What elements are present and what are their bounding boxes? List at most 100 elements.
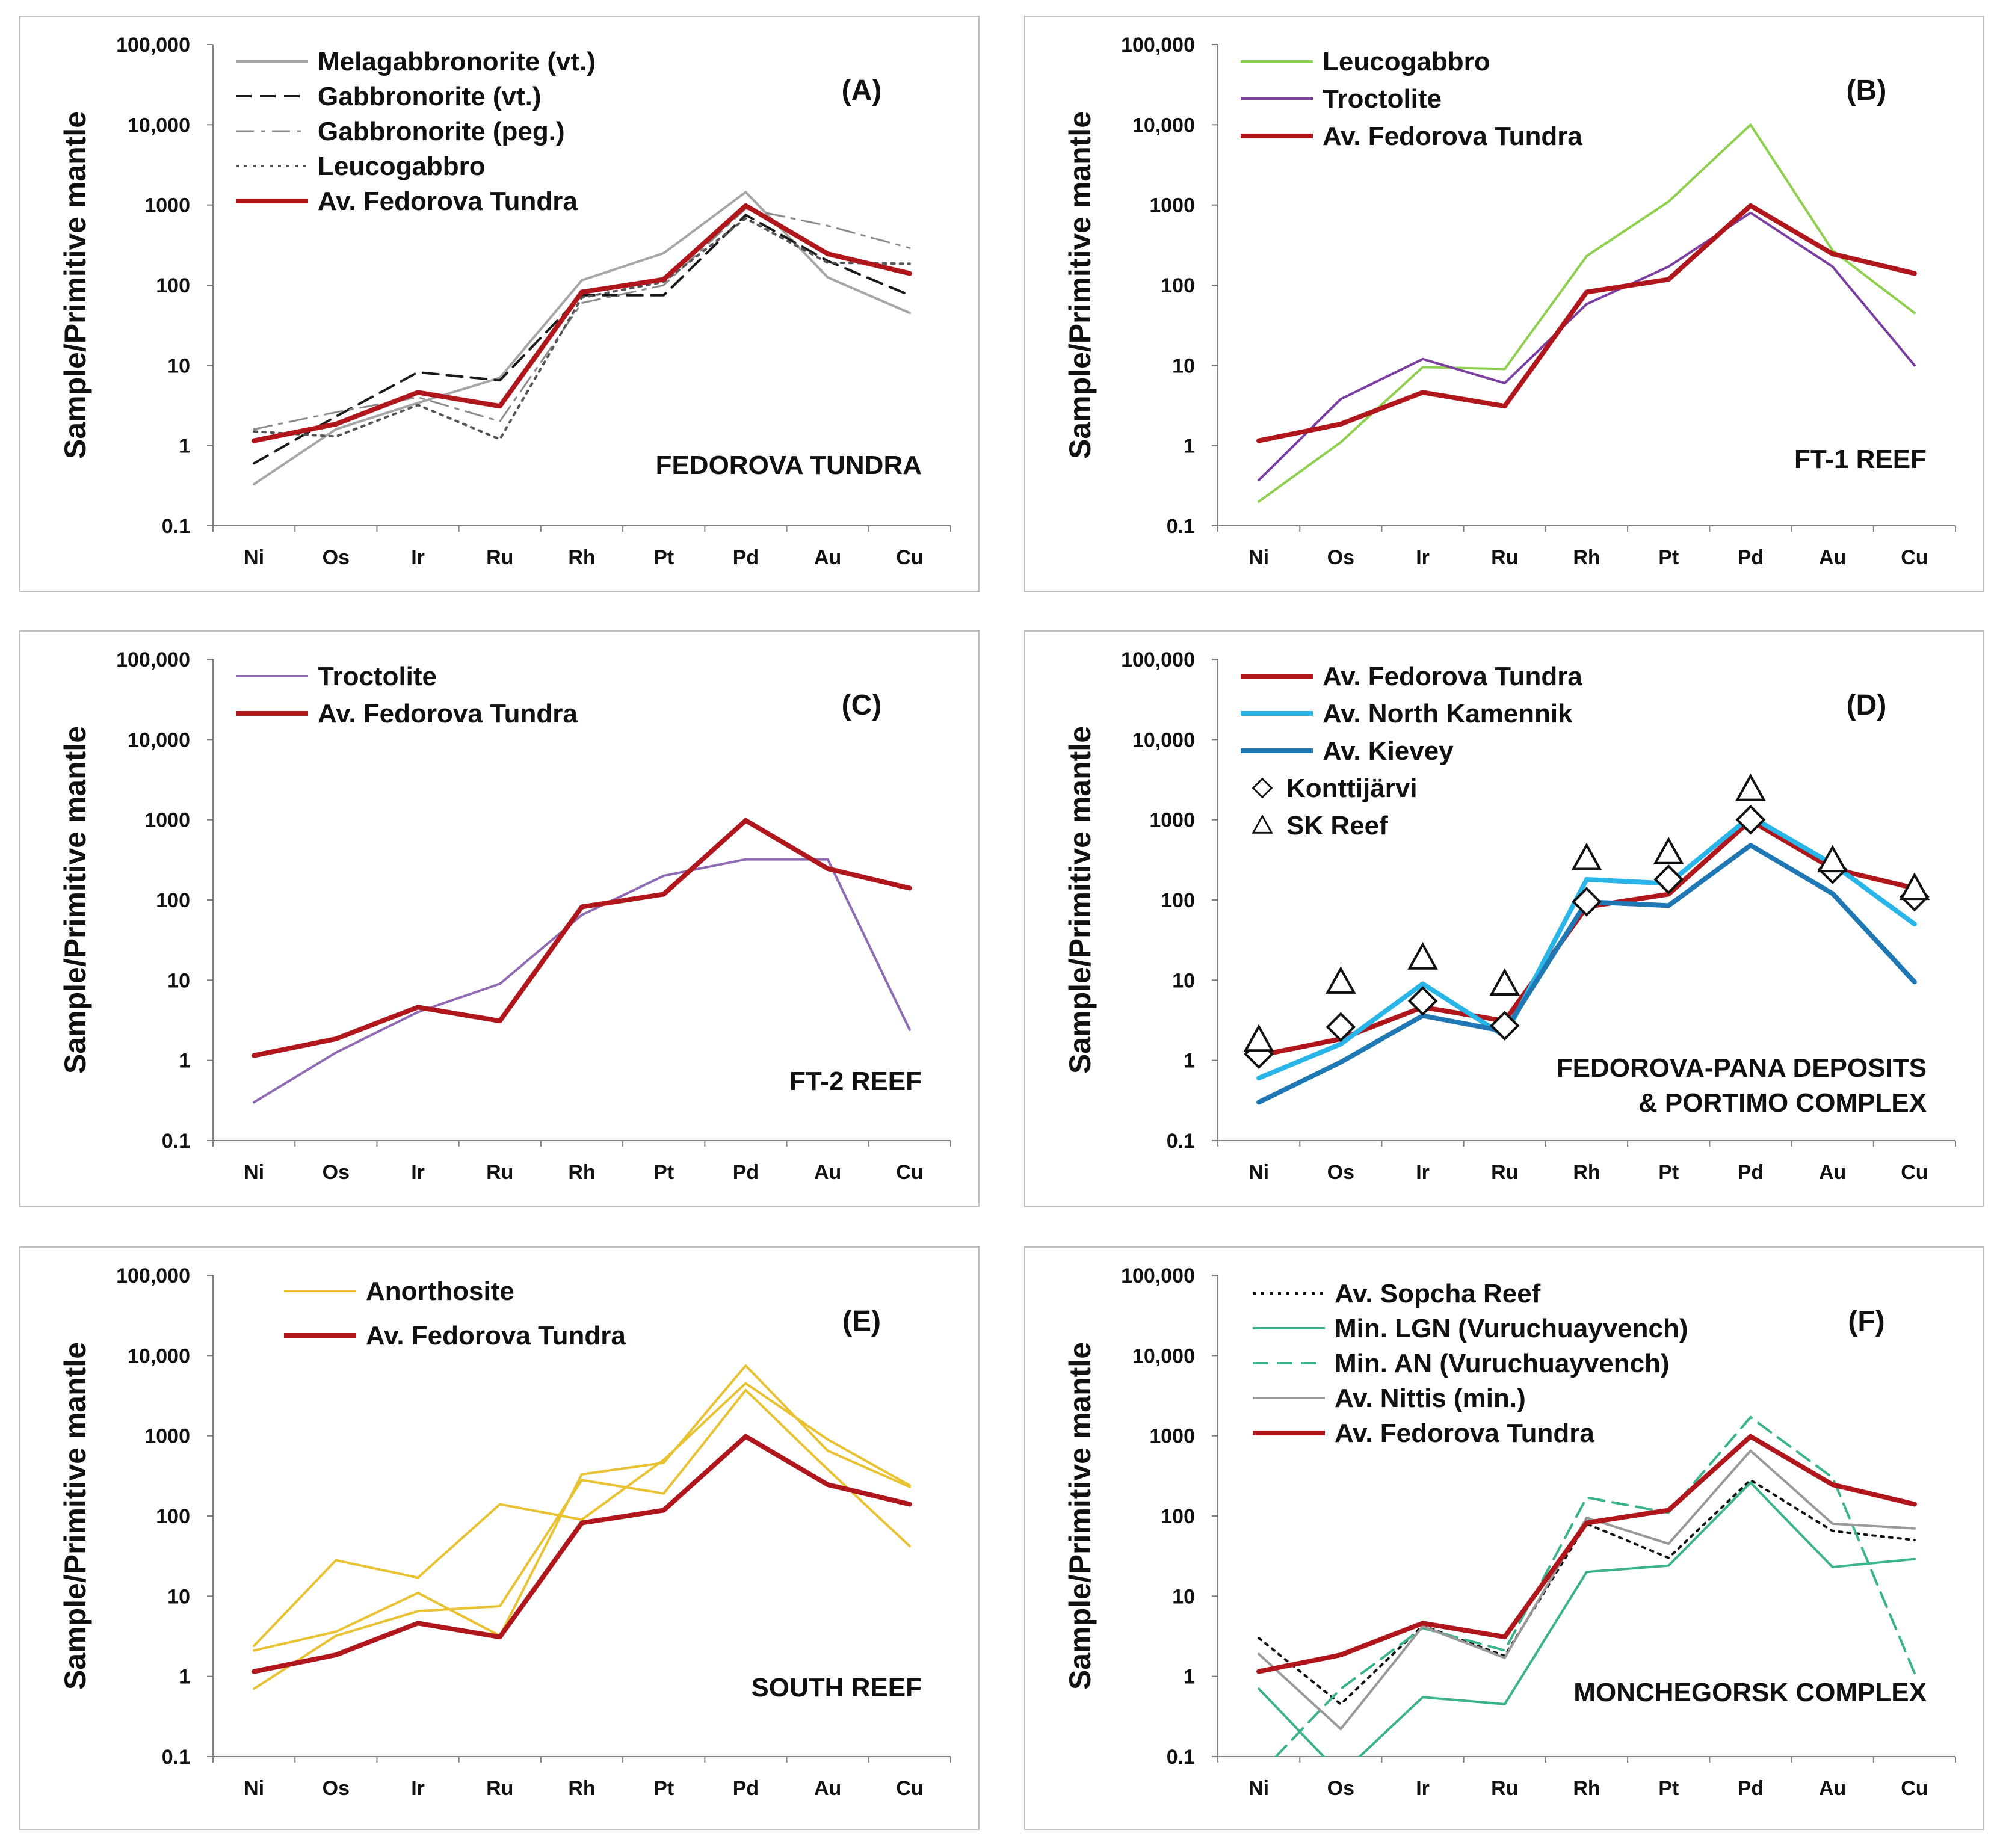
panel-tag: (C) — [842, 689, 882, 721]
series-group — [252, 818, 912, 1104]
legend-label: Gabbronorite (vt.) — [318, 82, 542, 111]
y-axis-title: Sample/Primitive mantle — [58, 1342, 92, 1690]
y-tick-label: 1000 — [1149, 809, 1195, 832]
y-tick-label: 1000 — [1149, 1425, 1195, 1448]
x-tick-label: Pt — [653, 546, 674, 569]
series-line-gabbronorite-peg- — [253, 208, 911, 430]
x-tick-label: Rh — [1573, 1777, 1600, 1800]
series-line-anorthosite-3 — [253, 1388, 911, 1690]
y-tick-label: 1000 — [144, 1425, 190, 1448]
panel-border — [19, 16, 980, 592]
y-tick-label: 100,000 — [116, 34, 190, 57]
chart-c: 100,000 10,000 1000 100 10 1 0.1 Ni Os Ir Ru Rh Pt Pd… — [19, 630, 980, 1207]
panel-f: 100,000 10,000 1000 100 10 1 0.1 Ni Os Ir Ru Rh Pt Pd… — [1024, 1246, 1984, 1830]
x-tick-label: Rh — [1573, 1161, 1600, 1184]
y-tick-label: 1 — [1184, 435, 1195, 458]
y-tick-label: 10 — [1172, 354, 1195, 377]
y-axis-title: Sample/Primitive mantle — [1063, 111, 1097, 459]
y-tick-label: 1 — [179, 1666, 190, 1689]
series-line-troctolite — [1258, 211, 1916, 482]
panel-tag: (A) — [842, 75, 882, 106]
legend-label: Konttijärvi — [1286, 774, 1418, 803]
y-tick-label: 0.1 — [162, 1746, 190, 1769]
x-tick-label: Au — [1819, 546, 1846, 569]
legend-label: Leucogabbro — [1323, 47, 1490, 76]
series-line-troctolite — [253, 858, 911, 1104]
x-tick-label: Ir — [411, 1161, 425, 1184]
series-line-av-nittis-min- — [1258, 1449, 1916, 1731]
y-tick-label: 100 — [1161, 274, 1195, 297]
y-tick-label: 0.1 — [162, 1130, 190, 1153]
legend-label: Anorthosite — [366, 1277, 514, 1306]
legend-label: Gabbronorite (peg.) — [318, 117, 565, 146]
legend-label: Troctolite — [318, 662, 437, 691]
x-tick-label: Ni — [1249, 546, 1269, 569]
legend-label: Av. Fedorova Tundra — [318, 186, 578, 216]
data-marker-triangle — [1325, 966, 1356, 994]
y-tick-label: 100 — [156, 274, 190, 297]
data-marker-diamond — [1407, 986, 1438, 1016]
x-tick-label: Os — [323, 1161, 350, 1184]
legend-label: Troctolite — [1323, 84, 1442, 114]
y-axis-title: Sample/Primitive mantle — [1063, 726, 1097, 1074]
x-tick-label: Os — [1327, 1777, 1354, 1800]
panel-b: 100,000 10,000 1000 100 10 1 0.1 Ni Os Ir Ru Rh Pt Pd… — [1024, 16, 1984, 592]
legend-label: Av. Sopcha Reef — [1335, 1279, 1541, 1308]
x-tick-label: Os — [1327, 546, 1354, 569]
series-line-av-fedorova-tundra — [1256, 1434, 1917, 1674]
x-tick-label: Ni — [244, 546, 264, 569]
legend-label: Av. Kievey — [1323, 736, 1454, 766]
y-tick-label: 0.1 — [1167, 1746, 1195, 1769]
y-tick-label: 100,000 — [1121, 1264, 1195, 1287]
x-tick-label: Ru — [486, 1161, 513, 1184]
panel-caption: SOUTH REEF — [751, 1673, 922, 1702]
x-tick-label: Rh — [568, 1161, 595, 1184]
x-tick-label: Os — [323, 546, 350, 569]
panel-border — [1024, 16, 1984, 592]
chart-b: 100,000 10,000 1000 100 10 1 0.1 Ni Os Ir Ru Rh Pt Pd… — [1024, 16, 1984, 592]
panel-border — [19, 630, 980, 1207]
x-tick-label: Ru — [1491, 1777, 1518, 1800]
legend-label: Av. Fedorova Tundra — [1323, 662, 1582, 691]
y-tick-label: 1 — [179, 1050, 190, 1073]
y-tick-label: 1 — [179, 435, 190, 458]
data-marker-triangle — [1817, 845, 1848, 873]
y-tick-label: 10 — [167, 969, 190, 992]
x-tick-label: Ru — [486, 1777, 513, 1800]
panel-tag: (E) — [842, 1305, 881, 1337]
x-tick-label: Pd — [733, 1777, 759, 1800]
panel-border — [1024, 1246, 1984, 1830]
x-tick-label: Pd — [733, 1161, 759, 1184]
series-line-melagabbronorite-vt- — [253, 191, 911, 485]
y-tick-label: 10,000 — [1132, 114, 1195, 137]
series-line-leucogabbro — [253, 217, 911, 441]
panel-caption: FT-1 REEF — [1794, 445, 1927, 474]
panel-tag: (D) — [1847, 689, 1887, 721]
x-tick-label: Pt — [1658, 1161, 1679, 1184]
data-marker-triangle — [1489, 968, 1520, 996]
series-line-min-an-vuruchuayvench- — [1274, 1415, 1916, 1757]
x-tick-label: Pt — [1658, 546, 1679, 569]
y-tick-label: 100,000 — [116, 1264, 190, 1287]
x-tick-label: Ru — [1491, 1161, 1518, 1184]
data-marker-diamond — [1489, 1011, 1520, 1041]
x-tick-label: Cu — [896, 546, 923, 569]
legend-label: Min. LGN (Vuruchuayvench) — [1335, 1314, 1688, 1343]
x-tick-label: Pd — [733, 546, 759, 569]
series-group — [1256, 123, 1917, 503]
chart-f: 100,000 10,000 1000 100 10 1 0.1 Ni Os Ir Ru Rh Pt Pd… — [1024, 1246, 1984, 1830]
y-tick-label: 10 — [1172, 969, 1195, 992]
series-line-av-north-kamennik — [1256, 814, 1917, 1081]
x-tick-label: Pd — [1738, 1777, 1764, 1800]
legend-marker-diamond — [1252, 777, 1273, 799]
x-tick-label: Cu — [1901, 546, 1928, 569]
panel-d: 100,000 10,000 1000 100 10 1 0.1 Ni Os Ir Ru Rh Pt Pd… — [1024, 630, 1984, 1207]
x-tick-label: Ni — [244, 1161, 264, 1184]
panel-caption: FT-2 REEF — [789, 1067, 922, 1096]
y-tick-label: 0.1 — [1167, 515, 1195, 538]
series-group — [252, 191, 912, 485]
x-tick-label: Rh — [568, 1777, 595, 1800]
legend-label: Min. AN (Vuruchuayvench) — [1335, 1349, 1670, 1378]
series-line-av-fedorova-tundra — [252, 818, 912, 1058]
data-marker-triangle — [1899, 872, 1930, 901]
